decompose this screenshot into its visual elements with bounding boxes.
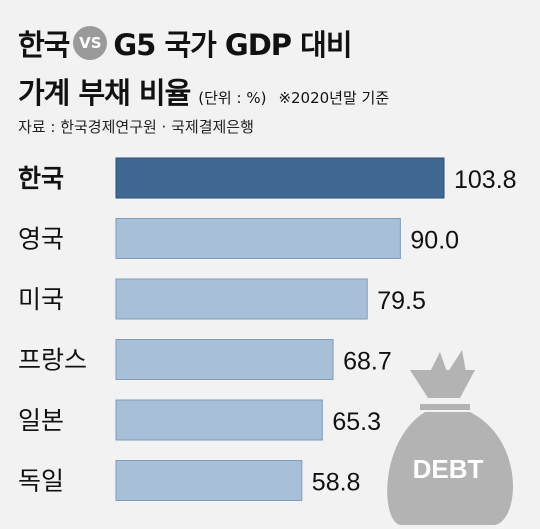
chart-title-line-1: 한국 VS G5 국가 GDP 대비 [18,22,353,64]
chart-title-line-2: 가계 부채 비율 (단위 : %) ※2020년말 기준 [18,70,389,112]
title-g5: G5 국가 GDP 대비 [113,28,352,62]
bar-highlight [115,157,445,199]
category-label: 한국 [18,164,64,193]
bar [115,339,334,380]
title-household-debt: 가계 부채 비율 [18,76,191,110]
vs-badge: VS [73,26,108,60]
bar [115,218,401,259]
date-note: ※2020년말 기준 [278,89,390,107]
value-label: 68.7 [343,348,392,376]
category-label: 영국 [18,225,64,254]
category-label: 미국 [18,285,64,314]
bar [115,399,323,441]
value-label: 79.5 [377,287,426,315]
value-label: 90.0 [410,227,459,255]
value-label: 58.8 [312,469,361,497]
debt-bag-icon: DEBT [387,350,513,525]
category-label: 독일 [18,467,64,496]
title-korea: 한국 [18,28,70,62]
category-label: 프랑스 [18,346,87,375]
value-label: 65.3 [332,408,381,436]
debt-label: DEBT [413,454,484,484]
category-label: 일본 [18,406,64,435]
unit-label: (단위 : %) [198,89,267,107]
value-label: 103.8 [454,166,517,194]
source-label: 자료 : 한국경제연구원 · 국제결제은행 [18,118,254,136]
bar [115,460,303,501]
bar [115,278,368,320]
